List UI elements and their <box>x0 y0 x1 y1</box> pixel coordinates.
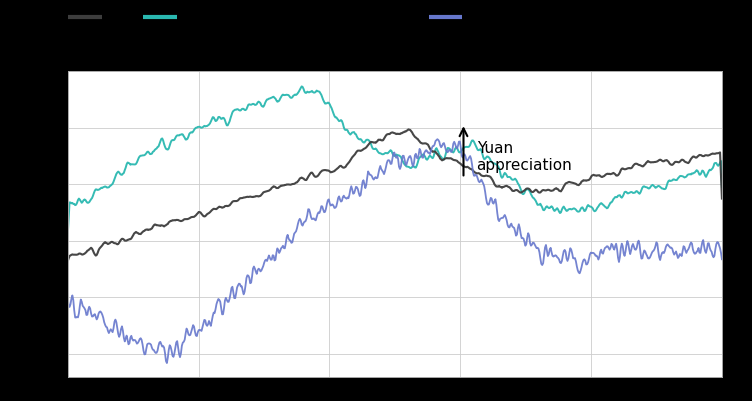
Text: Yuan
appreciation: Yuan appreciation <box>477 140 572 173</box>
